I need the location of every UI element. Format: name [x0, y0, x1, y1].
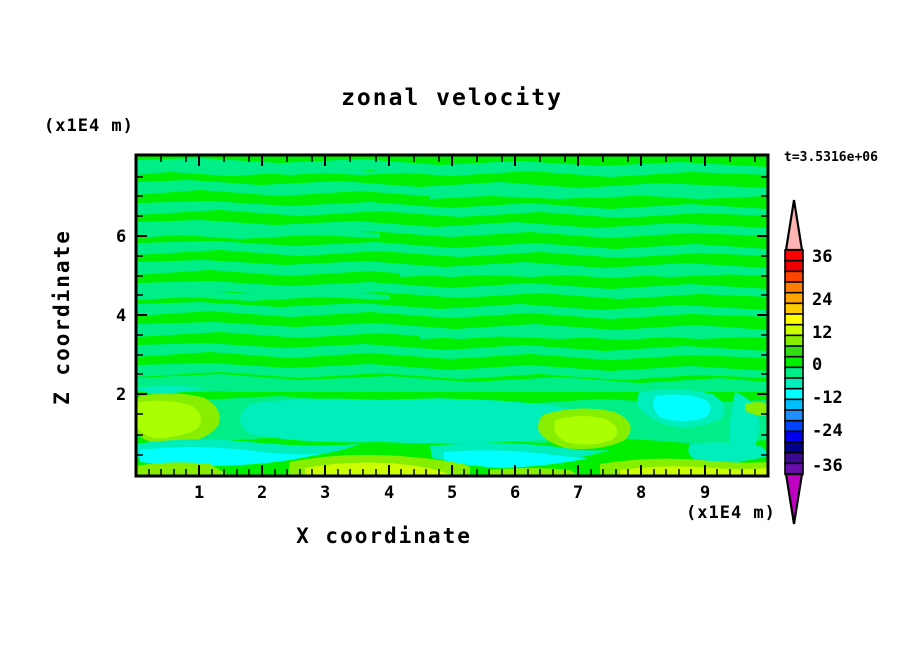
x-tick-label: 3 — [320, 483, 331, 503]
y-axis-units-label: (x1E4 m) — [44, 116, 134, 136]
colorbar-band — [784, 377, 804, 390]
colorbar-band — [784, 259, 804, 273]
x-tick-label: 6 — [510, 483, 521, 503]
colorbar-band — [784, 430, 804, 444]
colorbar-tick-label: -24 — [812, 421, 843, 441]
x-tick-label: 2 — [257, 483, 268, 503]
colorbar-tick-label: 36 — [812, 247, 833, 267]
x-tick-label: 5 — [447, 483, 458, 503]
colorbar-band — [784, 334, 804, 348]
colorbar-tick-label: 24 — [812, 290, 833, 310]
y-tick-label: 4 — [116, 306, 127, 326]
colorbar-tick-label: 12 — [812, 323, 833, 343]
colorbar-band — [784, 270, 804, 284]
colorbar-band — [784, 281, 804, 294]
colorbar-band — [784, 409, 804, 422]
colorbar-band — [784, 419, 804, 433]
colorbar-band — [784, 441, 804, 454]
colorbar — [784, 199, 804, 525]
y-axis-ticks — [136, 176, 768, 456]
timestamp-annotation: t=3.5316e+06 — [784, 150, 878, 165]
colorbar-units-label: (x1E4 m) — [686, 503, 776, 523]
colorbar-tick-label: 0 — [812, 355, 823, 375]
colorbar-band — [784, 291, 804, 305]
colorbar-over-arrow — [784, 199, 804, 252]
x-axis-title: X coordinate — [296, 524, 472, 548]
colorbar-band — [784, 366, 804, 380]
y-tick-label: 6 — [116, 227, 127, 247]
x-tick-label: 9 — [700, 483, 711, 503]
x-tick-label: 4 — [384, 483, 395, 503]
colorbar-band — [784, 451, 804, 465]
colorbar-band — [784, 323, 804, 337]
colorbar-band — [784, 398, 804, 412]
page-title: zonal velocity — [341, 85, 563, 111]
colorbar-band — [784, 387, 804, 401]
colorbar-under-arrow — [784, 472, 804, 525]
colorbar-tick-label: -12 — [812, 388, 843, 408]
x-axis-ticks — [148, 155, 756, 476]
x-tick-label: 1 — [194, 483, 205, 503]
colorbar-band — [784, 345, 804, 358]
colorbar-band — [784, 462, 804, 476]
contour-field — [136, 155, 768, 476]
x-tick-label: 8 — [636, 483, 647, 503]
colorbar-bands — [784, 249, 804, 476]
colorbar-band — [784, 302, 804, 316]
colorbar-band — [784, 249, 804, 262]
colorbar-band — [784, 313, 804, 326]
colorbar-band — [784, 355, 804, 369]
y-tick-label: 2 — [116, 385, 127, 405]
colorbar-tick-label: -36 — [812, 456, 843, 476]
x-tick-label: 7 — [573, 483, 584, 503]
